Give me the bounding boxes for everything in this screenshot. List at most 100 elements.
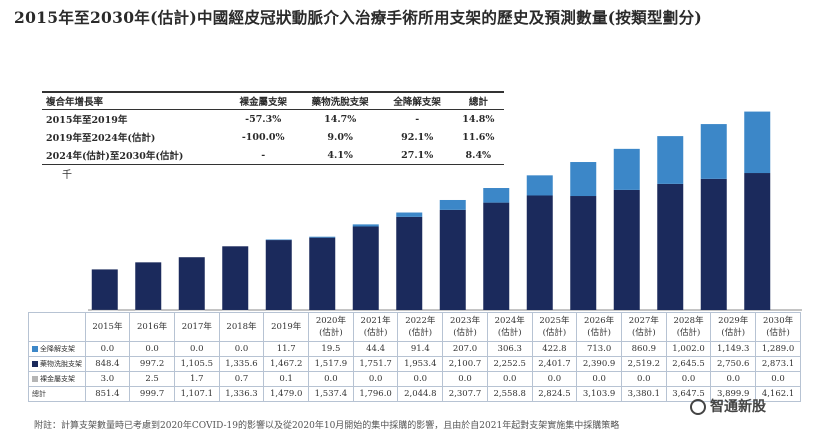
cagr-row: 2019年至2024年(估計) -100.0% 9.0% 92.1% 11.6% — [42, 128, 504, 146]
year-tick-text: 2025年 — [539, 316, 570, 326]
series-row-label: 總計 — [28, 386, 86, 402]
year-tick-label: 2025年 (估計) — [531, 312, 578, 342]
bar-segment-drug-eluting — [657, 183, 684, 310]
data-value-cell: 0.7 — [218, 371, 265, 387]
cagr-header: 總計 — [452, 91, 504, 110]
data-value-cell: 3,103.9 — [576, 386, 622, 402]
year-tick-text: 2022年 — [405, 316, 436, 326]
year-tick-text: 2016年 — [137, 322, 168, 332]
year-tick-label: 2022年 (估計) — [397, 312, 444, 342]
data-value-cell: 1,105.5 — [173, 356, 220, 372]
cagr-header: 裸金屬支架 — [227, 91, 299, 110]
year-tick-text: 2024年 — [494, 316, 525, 326]
year-tick-label: 2024年 (估計) — [486, 312, 533, 342]
data-value-cell: 3,380.1 — [620, 386, 667, 402]
data-table-row: 全降解支架 0.0 0.0 0.0 0.0 11.7 19.5 44.4 91.4 207.0 30… — [28, 341, 801, 357]
data-table-corner — [28, 312, 86, 342]
bar-segment-bare-metal — [265, 309, 292, 311]
bar-segment-drug-eluting — [570, 196, 597, 310]
bar-segment-bioresorbable — [483, 188, 510, 203]
year-tick-text: 2029年 — [718, 316, 749, 326]
year-tick-label: 2020年 (估計) — [308, 312, 354, 342]
data-value-cell: 2,824.5 — [531, 386, 578, 402]
year-tick-label: 2029年 (估計) — [710, 312, 757, 342]
year-tick-text: 2023年 — [449, 316, 481, 326]
year-tick-label: 2027年 (估計) — [620, 312, 667, 342]
series-name: 全降解支架 — [40, 345, 75, 353]
data-value-cell: 2,401.7 — [531, 356, 578, 372]
cagr-header: 藥物洗脫支架 — [298, 91, 382, 110]
cagr-row: 2015年至2019年 -57.3% 14.7% - 14.8% — [42, 110, 504, 129]
legend-swatch — [32, 361, 38, 367]
data-value-cell: 0.0 — [531, 371, 578, 387]
bar-segment-drug-eluting — [613, 189, 640, 310]
series-name: 藥物洗脫支架 — [40, 360, 82, 368]
year-tick-text: 2028年 — [673, 316, 704, 326]
unit-label: 千 — [62, 170, 72, 181]
data-value-cell: 1,751.7 — [352, 356, 399, 372]
year-tick-text: (估計) — [632, 328, 656, 338]
bar-segment-bare-metal — [91, 309, 118, 311]
year-tick-text: 2027年 — [628, 316, 659, 326]
data-value-cell: 0.0 — [755, 371, 801, 387]
data-value-cell: 0.0 — [665, 371, 712, 387]
data-table-row: 裸金屬支架 3.0 2.5 1.7 0.7 0.1 0.0 0.0 0.0 0.0 0.0 0.0 0.… — [28, 371, 801, 387]
cagr-value: 14.8% — [462, 113, 495, 125]
data-value-cell: 713.0 — [576, 341, 622, 357]
data-value-cell: 2,750.6 — [710, 356, 757, 372]
data-value-cell: 2,519.2 — [620, 356, 667, 372]
bar-segment-drug-eluting — [309, 237, 336, 310]
year-tick-label: 2026年 (估計) — [576, 312, 622, 342]
cagr-value: - — [415, 113, 420, 125]
data-value-cell: 0.0 — [218, 341, 265, 357]
data-value-cell: 207.0 — [442, 341, 488, 357]
year-tick-text: (估計) — [363, 328, 388, 338]
cagr-header: 全降解支架 — [381, 91, 453, 110]
series-row-label: 裸金屬支架 — [28, 371, 86, 387]
series-row-label: 藥物洗脫支架 — [28, 356, 86, 372]
cagr-value: 9.0% — [327, 131, 353, 143]
data-value-cell: 851.4 — [84, 386, 131, 402]
year-tick-text: 2026年 — [584, 316, 615, 326]
bar-segment-drug-eluting — [222, 246, 249, 310]
data-value-cell: 3.0 — [84, 371, 131, 387]
year-tick-label: 2021年 (估計) — [352, 312, 399, 342]
data-value-cell: 2,252.5 — [486, 356, 533, 372]
bar-segment-drug-eluting — [352, 226, 379, 310]
watermark: 智通新股 — [690, 396, 766, 416]
bar-segment-bioresorbable — [352, 224, 379, 227]
watermark-logo-icon — [690, 399, 706, 415]
data-value-cell: 1,537.4 — [308, 386, 354, 402]
data-value-cell: 1,149.3 — [710, 341, 757, 357]
cagr-value: 14.7% — [324, 113, 357, 125]
cagr-value: 27.1% — [381, 146, 453, 165]
data-value-cell: 0.0 — [486, 371, 533, 387]
cagr-value: 92.1% — [401, 131, 434, 143]
cagr-period: 2015年至2019年 — [46, 115, 128, 126]
data-value-cell: 0.0 — [710, 371, 757, 387]
bar-segment-drug-eluting — [396, 216, 423, 310]
data-value-cell: 0.0 — [308, 371, 354, 387]
bar-segment-drug-eluting — [700, 178, 727, 310]
data-value-cell: 422.8 — [531, 341, 578, 357]
data-value-cell: 2,645.5 — [665, 356, 712, 372]
data-value-cell: 1,335.6 — [218, 356, 265, 372]
bar-segment-drug-eluting — [265, 240, 292, 310]
data-value-cell: 1,479.0 — [263, 386, 310, 402]
cagr-value: -100.0% — [241, 131, 285, 143]
data-value-cell: 848.4 — [84, 356, 131, 372]
year-tick-text: (估計) — [319, 328, 343, 338]
bar-segment-bioresorbable — [570, 162, 597, 197]
data-value-cell: 1,336.3 — [218, 386, 265, 402]
data-value-cell: 0.1 — [263, 371, 310, 387]
bar-segment-bioresorbable — [657, 136, 684, 184]
year-tick-text: 2020年 — [315, 316, 346, 326]
year-tick-text: (估計) — [542, 328, 567, 338]
data-table-row: 總計 851.4 999.7 1,107.1 1,336.3 1,479.0 1,537.4… — [28, 386, 801, 402]
year-tick-text: (估計) — [497, 328, 522, 338]
year-tick-text: 2030年 — [762, 316, 794, 326]
data-value-cell: 1,289.0 — [755, 341, 801, 357]
bar-segment-bioresorbable — [265, 239, 292, 241]
data-value-cell: 2,558.8 — [486, 386, 533, 402]
